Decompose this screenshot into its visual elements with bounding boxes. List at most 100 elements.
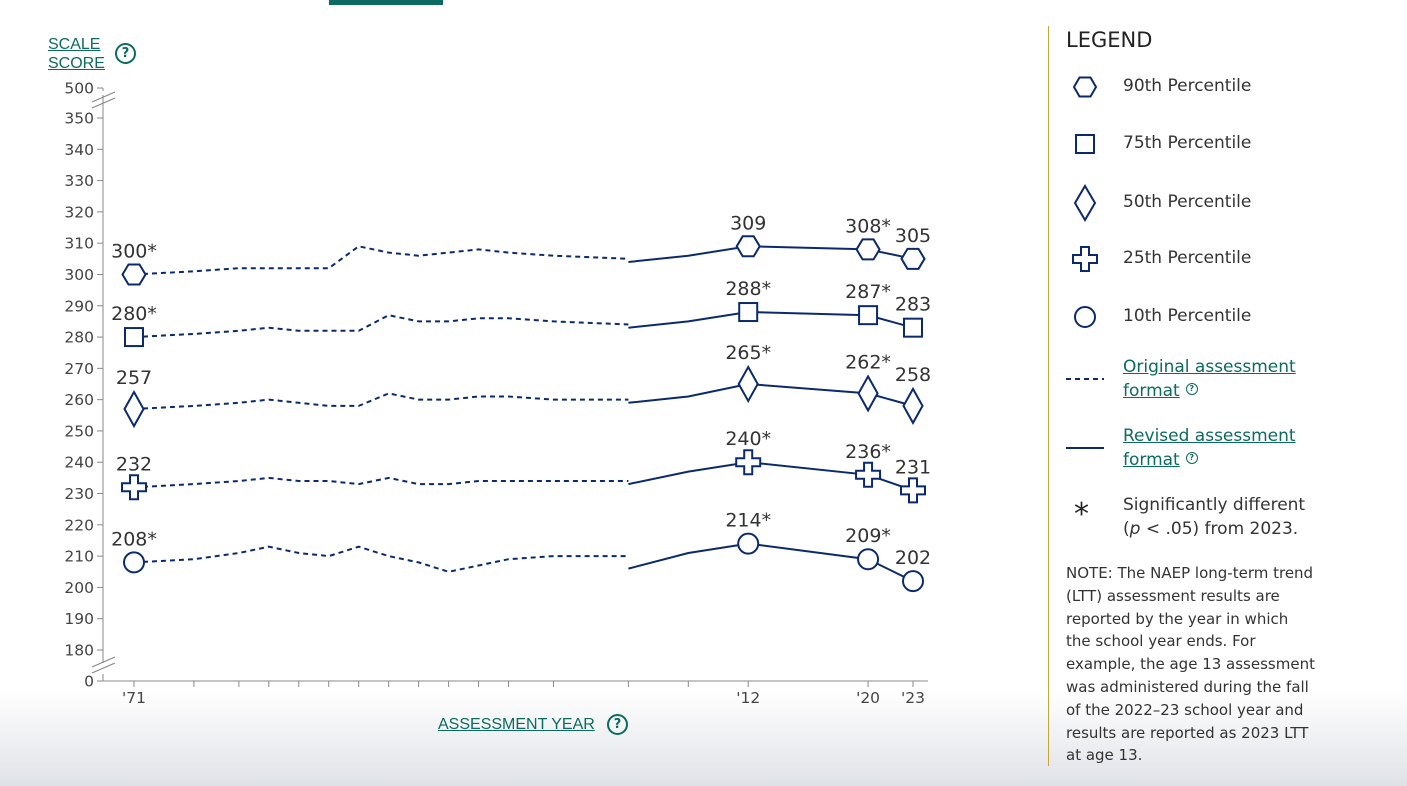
legend-label-90th: 90th Percentile <box>1123 76 1252 96</box>
y-tick-label: 240 <box>64 454 94 472</box>
series-90th-percentile-original-line <box>133 245 629 276</box>
data-label-75th-percentile: 283 <box>895 294 931 316</box>
hexagon-icon <box>1072 76 1098 98</box>
x-axis-title[interactable]: ASSESSMENT YEAR <box>438 716 595 733</box>
data-point-10th-percentile <box>737 532 760 555</box>
y-tick-label: 290 <box>64 297 94 315</box>
legend-title: LEGEND <box>1066 28 1153 52</box>
revised-format-link-line1[interactable]: Revised assessment <box>1123 426 1296 446</box>
square-icon <box>1075 134 1095 154</box>
dashed-line-icon <box>1066 378 1104 380</box>
y-tick-label: 310 <box>64 235 94 253</box>
y-tick-label: 250 <box>64 422 94 440</box>
y-tick-label: 280 <box>64 329 94 347</box>
data-label-90th-percentile: 308* <box>845 215 891 237</box>
data-label-25th-percentile: 240* <box>725 428 771 450</box>
y-tick-label: 320 <box>64 203 94 221</box>
data-point-10th-percentile <box>857 548 880 571</box>
solid-line-icon <box>1066 447 1104 449</box>
data-point-90th-percentile <box>735 235 761 258</box>
x-tick-label: '23 <box>901 689 925 707</box>
legend-label-25th: 25th Percentile <box>1123 248 1252 268</box>
data-point-90th-percentile <box>900 247 926 270</box>
axis-break-bottom-2 <box>91 662 116 674</box>
data-point-10th-percentile <box>902 570 924 593</box>
y-tick-label: 210 <box>64 548 94 566</box>
data-point-75th-percentile <box>124 327 144 348</box>
legend-label-10th: 10th Percentile <box>1123 306 1252 326</box>
series-50th-percentile-original-line <box>133 392 629 410</box>
data-point-25th-percentile <box>735 449 762 476</box>
data-label-90th-percentile: 309 <box>730 212 766 234</box>
y-tick-label: 230 <box>64 485 94 503</box>
plus-icon <box>1072 246 1098 272</box>
legend-label-50th: 50th Percentile <box>1123 192 1252 212</box>
significance-line2: (p < .05) from 2023. <box>1123 519 1299 539</box>
data-label-50th-percentile: 258 <box>895 364 931 386</box>
data-point-25th-percentile <box>121 474 147 501</box>
y-axis-title[interactable]: SCALE SCORE <box>48 35 105 73</box>
data-point-10th-percentile <box>123 551 145 574</box>
diamond-icon <box>1073 184 1097 222</box>
revised-format-help-icon[interactable]: ? <box>1185 452 1198 464</box>
data-label-25th-percentile: 236* <box>845 441 891 463</box>
line-chart: 0 180 190 200 210 220 230 240 250 260 270 280 290 300… <box>64 80 931 708</box>
legend-label-75th: 75th Percentile <box>1123 133 1252 153</box>
data-point-75th-percentile <box>858 305 879 326</box>
series-75th-percentile-original-line <box>133 314 629 339</box>
data-point-75th-percentile <box>903 317 923 338</box>
y-tick-label: 330 <box>64 172 94 190</box>
y-tick-label: 220 <box>64 516 94 534</box>
legend-panel: LEGEND 90th Percentile 75th Percentile 5… <box>1048 26 1329 766</box>
data-label-90th-percentile: 305 <box>895 225 931 247</box>
x-axis-help-icon[interactable]: ? <box>607 714 628 735</box>
data-label-25th-percentile: 232 <box>116 453 152 475</box>
legend-label-original: Original assessment format? <box>1123 355 1296 403</box>
axis-break-bottom-1 <box>91 656 116 668</box>
data-label-75th-percentile: 287* <box>845 281 891 303</box>
y-tick-label: 350 <box>64 110 94 128</box>
y-axis-title-line1: SCALE <box>48 36 101 53</box>
asterisk-icon: * <box>1074 497 1089 532</box>
data-point-50th-percentile <box>737 364 759 404</box>
circle-icon <box>1074 306 1096 328</box>
data-point-25th-percentile <box>900 477 926 504</box>
significance-line1: Significantly different <box>1123 495 1306 515</box>
y-axis-help-icon[interactable]: ? <box>115 43 136 64</box>
active-tab-indicator <box>329 0 443 5</box>
revised-format-link-line2[interactable]: format <box>1123 450 1180 470</box>
axis-break-top-1 <box>91 91 116 103</box>
data-label-50th-percentile: 265* <box>725 342 771 364</box>
data-point-90th-percentile <box>121 263 147 286</box>
data-point-50th-percentile <box>902 386 924 425</box>
y-axis-title-line2: SCORE <box>48 55 105 72</box>
data-label-10th-percentile: 208* <box>111 528 157 550</box>
data-label-25th-percentile: 231 <box>895 456 931 478</box>
y-tick-label: 500 <box>64 80 94 98</box>
y-tick-label: 200 <box>64 579 94 597</box>
y-tick-label: 180 <box>64 642 94 660</box>
data-label-10th-percentile: 214* <box>725 510 771 532</box>
data-label-75th-percentile: 280* <box>111 303 157 325</box>
y-tick-label: 340 <box>64 141 94 159</box>
original-format-link-line2[interactable]: format <box>1123 381 1180 401</box>
data-label-90th-percentile: 300* <box>111 240 157 262</box>
y-tick-label: 0 <box>84 673 94 691</box>
data-point-50th-percentile <box>857 374 879 413</box>
data-label-10th-percentile: 202 <box>895 547 931 569</box>
data-label-50th-percentile: 262* <box>845 351 891 373</box>
axis-break-top-2 <box>91 97 116 109</box>
y-tick-label: 300 <box>64 266 94 284</box>
original-format-link-line1[interactable]: Original assessment <box>1123 357 1296 377</box>
series-25th-percentile-original-line <box>133 476 629 489</box>
original-format-help-icon[interactable]: ? <box>1185 383 1198 395</box>
legend-label-significance: Significantly different (p < .05) from 2… <box>1123 493 1305 541</box>
series-10th-percentile-original-line <box>133 545 629 573</box>
data-point-90th-percentile <box>855 238 881 261</box>
y-tick-label: 190 <box>64 610 94 628</box>
data-point-75th-percentile <box>738 302 759 323</box>
legend-label-revised: Revised assessment format? <box>1123 424 1296 472</box>
x-tick-label: '20 <box>856 689 880 707</box>
y-tick-label: 270 <box>64 360 94 378</box>
data-point-25th-percentile <box>855 461 882 488</box>
